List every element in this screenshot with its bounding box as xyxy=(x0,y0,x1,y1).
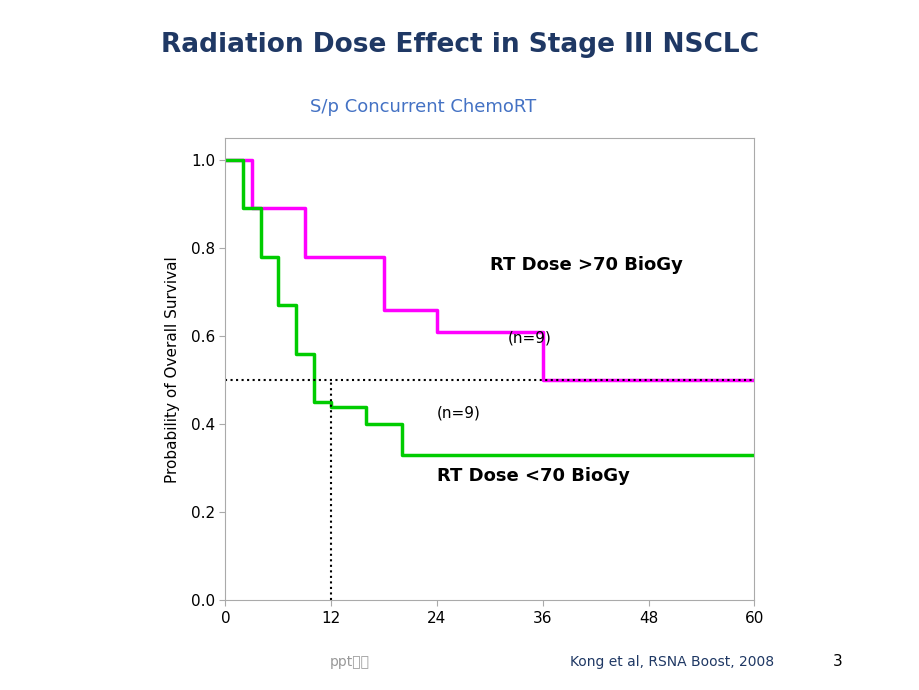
Text: RT Dose >70 BioGy: RT Dose >70 BioGy xyxy=(489,256,682,274)
Text: S/p Concurrent ChemoRT: S/p Concurrent ChemoRT xyxy=(310,98,536,116)
Text: 3: 3 xyxy=(832,654,841,669)
Text: RT Dose <70 BioGy: RT Dose <70 BioGy xyxy=(437,467,630,486)
Text: (n=9): (n=9) xyxy=(507,331,550,346)
Text: (n=9): (n=9) xyxy=(437,406,481,421)
Text: ppt课件: ppt课件 xyxy=(329,655,369,669)
Text: Kong et al, RSNA Boost, 2008: Kong et al, RSNA Boost, 2008 xyxy=(569,655,773,669)
Text: Radiation Dose Effect in Stage III NSCLC: Radiation Dose Effect in Stage III NSCLC xyxy=(161,32,758,58)
Y-axis label: Probability of Overall Survival: Probability of Overall Survival xyxy=(165,256,179,482)
